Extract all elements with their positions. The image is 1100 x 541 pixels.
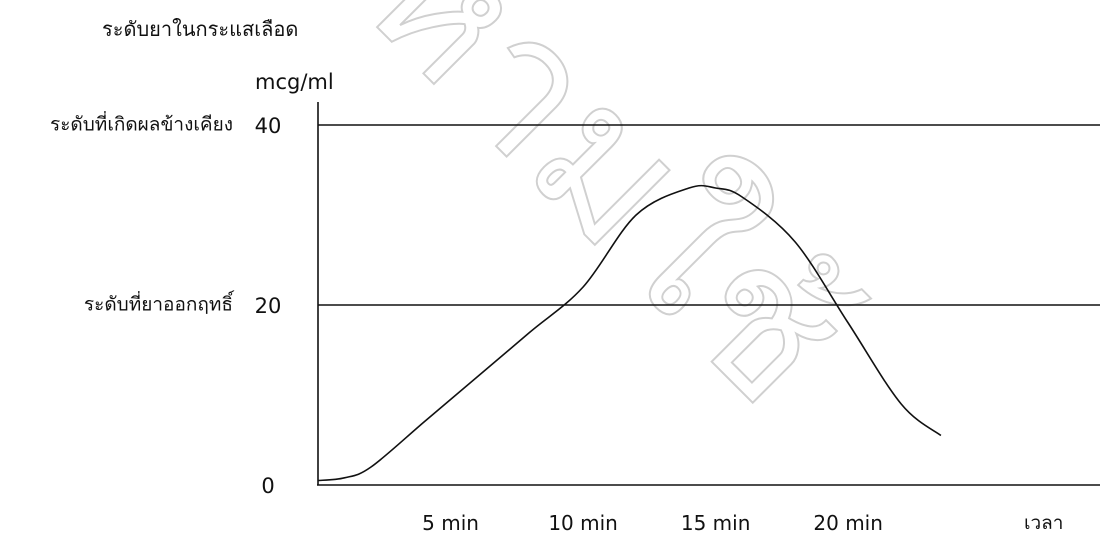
y-tick-label: 0 [261,474,274,498]
x-tick-label: 15 min [681,511,751,535]
x-tick-labels: 5 min 10 min 15 min 20 min [422,511,883,535]
reference-label-20: ระดับที่ยาออกฤทธิ์ [84,290,235,316]
y-axis-unit: mcg/ml [255,70,334,94]
x-tick-label: 20 min [813,511,883,535]
x-tick-label: 5 min [422,511,479,535]
x-axis-label: เวลา [1024,512,1063,534]
chart-title: ระดับยาในกระแสเลือด [102,17,298,41]
y-tick-labels: 0 20 40 [255,114,282,498]
reference-lines: ระดับที่เกิดผลข้างเคียงระดับที่ยาออกฤทธิ… [50,111,1100,316]
reference-label-40: ระดับที่เกิดผลข้างเคียง [50,111,233,136]
watermark-text: ห้ามใช้ [324,0,890,446]
watermark: ห้ามใช้ [323,0,891,447]
x-tick-label: 10 min [548,511,618,535]
y-tick-label: 40 [255,114,282,138]
concentration-curve [317,184,942,482]
y-tick-label: 20 [255,294,282,318]
